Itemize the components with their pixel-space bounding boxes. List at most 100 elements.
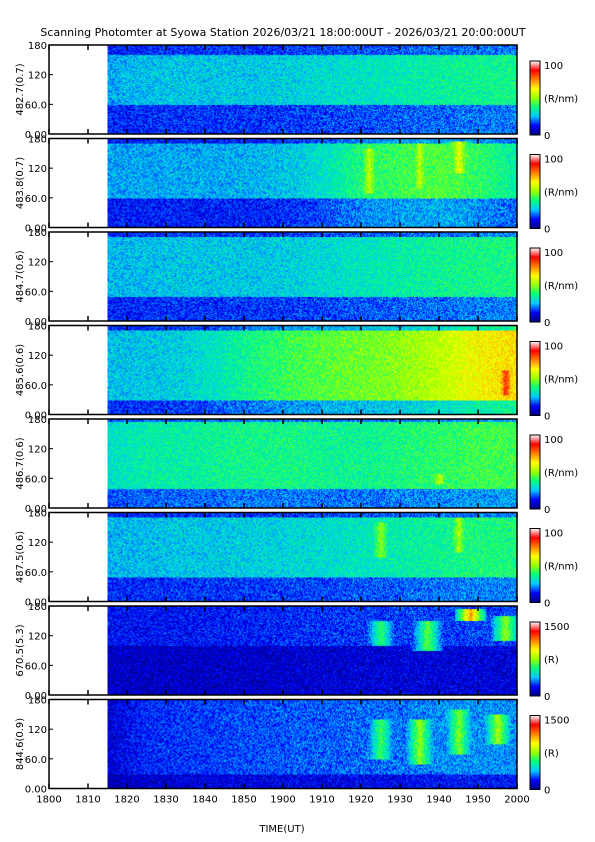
chart-title: Scanning Photomter at Syowa Station 2026… <box>40 26 525 39</box>
x-tick-label: 1940 <box>426 795 451 806</box>
colorbar <box>529 528 541 603</box>
y-tick-label: 60.0 <box>25 381 47 392</box>
y-tick-label: 60.0 <box>25 100 47 111</box>
y-tick-label: 120 <box>28 725 47 736</box>
y-tick-label: 0.00 <box>25 224 47 235</box>
colorbar-min-label: 0 <box>544 505 550 516</box>
x-tick-label: 2000 <box>504 795 529 806</box>
y-tick-label: 60.0 <box>25 194 47 205</box>
x-tick-label: 1800 <box>36 795 61 806</box>
colorbar-max-label: 100 <box>544 248 563 259</box>
colorbar-max-label: 1500 <box>544 622 569 633</box>
y-tick-label: 180 <box>28 322 47 333</box>
y-tick-label: 120 <box>28 632 47 643</box>
x-tick-label: 1910 <box>309 795 334 806</box>
x-tick-label: 1920 <box>348 795 373 806</box>
colorbar-unit-label: (R/nm) <box>544 468 578 479</box>
panel-5-heatmap <box>107 419 517 508</box>
y-tick-label: 120 <box>28 538 47 549</box>
colorbar-max-label: 100 <box>544 342 563 353</box>
panel-label: 482.7(0.7) <box>15 63 26 115</box>
x-tick-label: 1820 <box>114 795 139 806</box>
y-tick-label: 0.00 <box>25 130 47 141</box>
y-tick-label: 60.0 <box>25 287 47 298</box>
panel-label: 487.5(0.6) <box>15 531 26 583</box>
panel-label: 670.5(5.3) <box>15 624 26 676</box>
colorbar-unit-label: (R/nm) <box>544 562 578 573</box>
panel-7-heatmap <box>107 606 517 695</box>
y-tick-label: 120 <box>28 164 47 175</box>
colorbar-max-label: 1500 <box>544 716 569 727</box>
y-tick-label: 180 <box>28 41 47 52</box>
colorbar <box>529 434 541 510</box>
panel-label: 483.8(0.7) <box>15 157 26 209</box>
y-tick-label: 0.00 <box>25 411 47 422</box>
y-tick-label: 180 <box>28 696 47 707</box>
colorbar-max-label: 100 <box>544 155 563 166</box>
y-tick-label: 180 <box>28 415 47 426</box>
colorbar-min-label: 0 <box>544 786 550 797</box>
y-tick-label: 60.0 <box>25 568 47 579</box>
y-tick-label: 60.0 <box>25 474 47 485</box>
panel-2-heatmap <box>107 138 517 228</box>
colorbar-unit-label: (R) <box>544 749 559 760</box>
y-tick-label: 180 <box>28 602 47 613</box>
colorbar <box>529 247 541 323</box>
colorbar-unit-label: (R/nm) <box>544 94 578 105</box>
colorbar-max-label: 100 <box>544 61 563 72</box>
y-tick-label: 60.0 <box>25 755 47 766</box>
y-tick-label: 180 <box>28 509 47 520</box>
y-tick-label: 0.00 <box>25 317 47 328</box>
y-tick-label: 60.0 <box>25 661 47 672</box>
colorbar-unit-label: (R/nm) <box>544 188 578 199</box>
y-tick-label: 120 <box>28 71 47 82</box>
x-tick-label: 1900 <box>270 795 295 806</box>
x-axis: 1800 1810 1820 1830 1840 1850 1900 1910 1920 1930… <box>36 795 529 806</box>
panel-label: 844.6(0.9) <box>15 718 26 770</box>
y-tick-label: 0.00 <box>25 691 47 702</box>
x-tick-label: 1830 <box>153 795 178 806</box>
y-tick-label: 0.00 <box>25 785 47 796</box>
colorbar-min-label: 0 <box>544 692 550 703</box>
colorbar-unit-label: (R) <box>544 655 559 666</box>
panel-6-heatmap <box>107 512 517 602</box>
colorbar <box>529 621 541 697</box>
colorbar-min-label: 0 <box>544 225 550 236</box>
colorbar <box>529 341 541 416</box>
y-tick-label: 0.00 <box>25 598 47 609</box>
colorbar <box>529 60 541 136</box>
x-tick-label: 1930 <box>387 795 412 806</box>
colorbar-max-label: 100 <box>544 435 563 446</box>
panel-label: 485.6(0.6) <box>15 344 26 396</box>
colorbar-min-label: 0 <box>544 599 550 610</box>
colorbar-max-label: 100 <box>544 529 563 540</box>
panel-3-heatmap <box>107 232 517 321</box>
colorbar <box>529 154 541 229</box>
colorbar-unit-label: (R/nm) <box>544 281 578 292</box>
colorbar <box>529 715 541 790</box>
y-tick-label: 180 <box>28 135 47 146</box>
colorbar-min-label: 0 <box>544 131 550 142</box>
y-tick-label: 180 <box>28 228 47 239</box>
y-tick-label: 120 <box>28 258 47 269</box>
panel-8-heatmap <box>107 699 517 789</box>
panel-label: 486.7(0.6) <box>15 437 26 489</box>
colorbar-unit-label: (R/nm) <box>544 375 578 386</box>
colorbar-min-label: 0 <box>544 318 550 329</box>
panel-1-heatmap <box>107 45 517 134</box>
y-tick-label: 0.00 <box>25 504 47 515</box>
panel-4-heatmap <box>107 325 517 415</box>
x-tick-label: 1810 <box>75 795 100 806</box>
x-axis-label: TIME(UT) <box>258 824 304 835</box>
y-tick-label: 120 <box>28 351 47 362</box>
x-tick-label: 1850 <box>231 795 256 806</box>
